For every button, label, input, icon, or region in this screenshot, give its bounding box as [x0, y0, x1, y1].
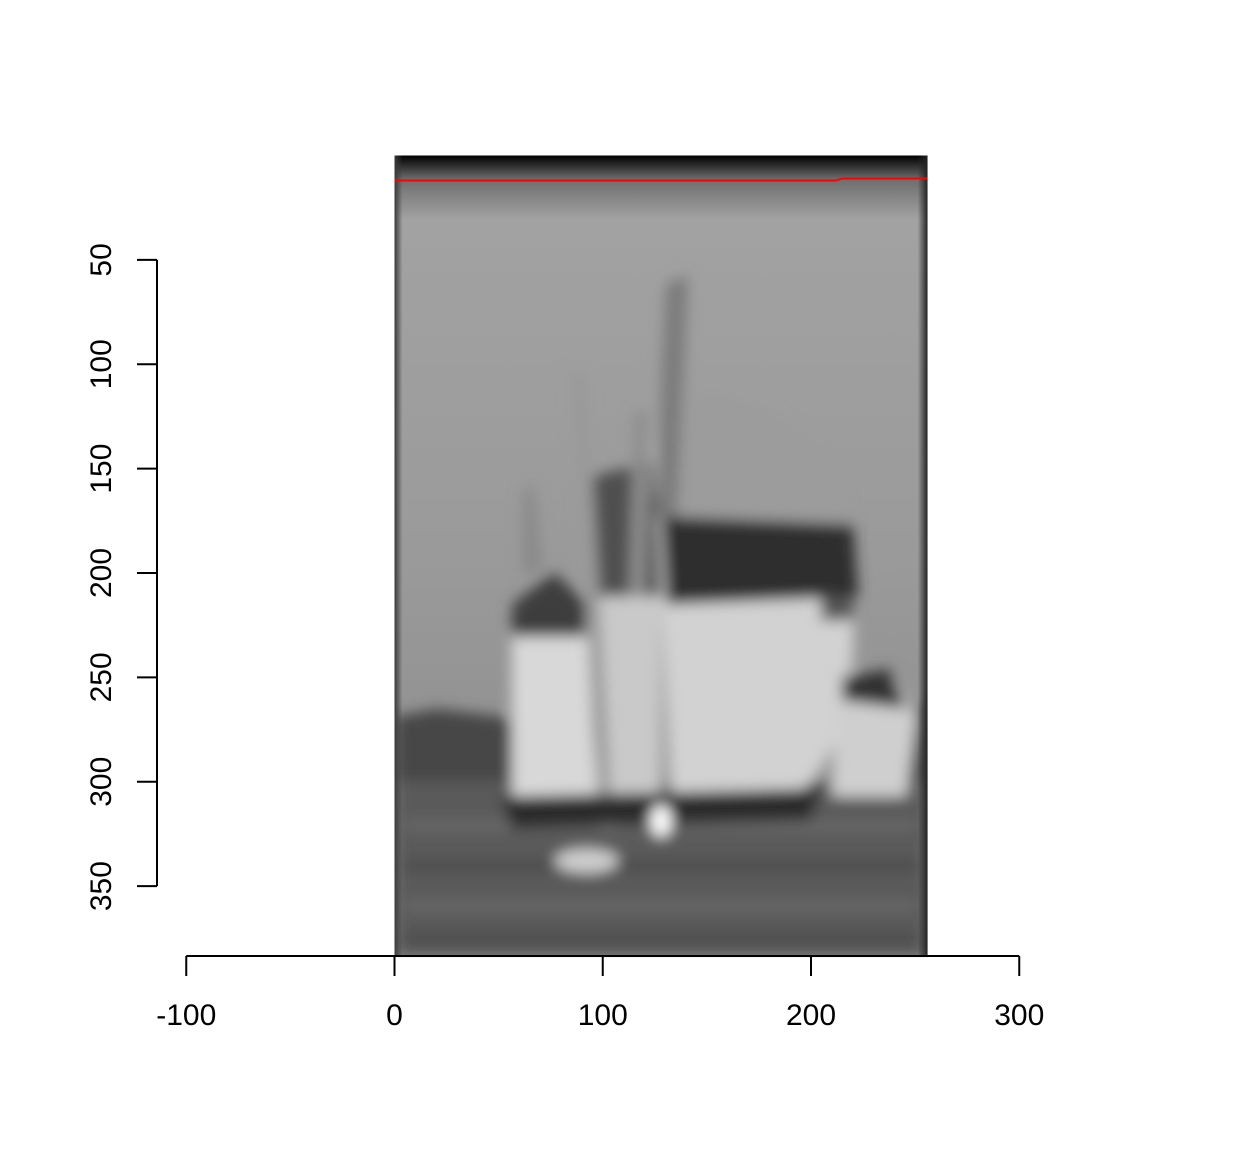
y-tick-label: 200: [85, 548, 118, 598]
hill-left: [395, 709, 523, 789]
y-tick-label: 350: [85, 861, 118, 911]
plot-image: [395, 156, 928, 958]
spinnaker-numbers: [821, 596, 853, 620]
water-ripple: [405, 861, 917, 871]
y-tick-label: 50: [85, 243, 118, 276]
x-tick-label: 200: [786, 999, 836, 1032]
wake-white: [554, 849, 618, 873]
image-edge-left: [395, 156, 403, 958]
x-tick-label: 0: [386, 999, 403, 1032]
x-tick-label: 300: [994, 999, 1044, 1032]
x-tick-label: -100: [156, 999, 216, 1032]
water-ripple: [405, 901, 917, 911]
y-tick-label: 150: [85, 444, 118, 494]
water-ripple: [405, 933, 917, 943]
image-edge-right: [918, 156, 928, 958]
x-tick-label: 100: [578, 999, 628, 1032]
y-axis: 50 100 150 200 250 300 350: [85, 243, 157, 911]
spinnaker-band: [661, 516, 858, 604]
sail-middle-band: [592, 460, 661, 596]
x-axis: -100 0 100 200 300: [156, 956, 1044, 1032]
y-tick-label: 100: [85, 339, 118, 389]
spray: [650, 805, 671, 837]
y-tick-label: 300: [85, 757, 118, 807]
y-tick-label: 250: [85, 652, 118, 702]
